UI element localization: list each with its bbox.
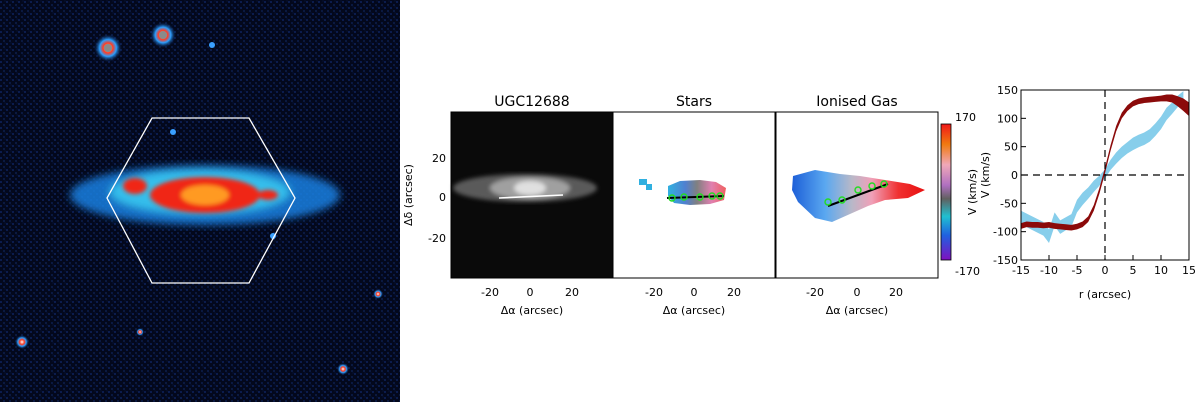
stars-velocity-panel: Stars -20 0 20 Δα (arcsec) bbox=[612, 94, 776, 317]
x-tick-label: 10 bbox=[1154, 264, 1168, 277]
image-panel-title: UGC12688 bbox=[494, 94, 569, 110]
x-tick-label: 0 bbox=[1102, 264, 1109, 277]
gas-panel-title: Ionised Gas bbox=[816, 94, 897, 110]
image-ytick-0: 0 bbox=[439, 191, 446, 204]
colorbar-label: V (km/s) bbox=[966, 169, 979, 215]
y-tick-label: 100 bbox=[997, 112, 1018, 125]
y-tick-label: 50 bbox=[1004, 141, 1018, 154]
slit-line bbox=[498, 194, 564, 199]
image-xtick-20: 20 bbox=[565, 286, 579, 299]
y-tick-label: -100 bbox=[993, 226, 1018, 239]
y-tick-label: 0 bbox=[1011, 169, 1018, 182]
x-tick-label: 5 bbox=[1130, 264, 1137, 277]
y-tick-label: -50 bbox=[1000, 197, 1018, 210]
gas-velocity-panel: Ionised Gas -20 0 20 Δα (arcsec) bbox=[775, 94, 939, 317]
stars-panel-xlabel: Δα (arcsec) bbox=[663, 304, 725, 317]
y-tick-label: 150 bbox=[997, 84, 1018, 97]
stars-velocity-map bbox=[668, 180, 726, 205]
x-tick-label: -15 bbox=[1012, 264, 1030, 277]
x-tick-label: 15 bbox=[1182, 264, 1196, 277]
stars-xtick-20: 20 bbox=[727, 286, 741, 299]
image-ytick-minus20: -20 bbox=[428, 232, 446, 245]
image-panel-xlabel: Δα (arcsec) bbox=[501, 304, 563, 317]
stars-xtick-minus20: -20 bbox=[645, 286, 663, 299]
gas-velocity-map bbox=[792, 170, 925, 222]
galaxy-core bbox=[123, 177, 278, 213]
gas-slit-line bbox=[827, 183, 889, 207]
image-xtick-minus20: -20 bbox=[481, 286, 499, 299]
series-band-light-blue bbox=[1021, 91, 1184, 243]
rotation-curve-xlabel: r (arcsec) bbox=[1079, 288, 1131, 301]
foreground-stars bbox=[15, 22, 383, 375]
gas-xtick-0: 0 bbox=[854, 286, 861, 299]
ifu-hexagon-footprint bbox=[106, 117, 296, 284]
image-xtick-0: 0 bbox=[527, 286, 534, 299]
stars-kinematic-markers bbox=[668, 192, 724, 202]
rotation-curve-ylabel: V (km/s) bbox=[979, 152, 992, 198]
gas-xtick-20: 20 bbox=[889, 286, 903, 299]
gas-panel-xlabel: Δα (arcsec) bbox=[826, 304, 888, 317]
stars-panel-title: Stars bbox=[676, 94, 712, 110]
sky-image-panel bbox=[0, 0, 400, 402]
image-panel-ylabel: Δδ (arcsec) bbox=[402, 164, 415, 226]
gas-kinematic-markers bbox=[824, 180, 888, 206]
velocity-colorbar: 170 -170 V (km/s) bbox=[940, 111, 980, 278]
x-tick-label: -5 bbox=[1072, 264, 1083, 277]
grayscale-image-panel: UGC12688 Δδ (arcsec) 20 0 -20 -20 0 20 Δ… bbox=[402, 94, 614, 317]
gas-xtick-minus20: -20 bbox=[806, 286, 824, 299]
x-tick-label: -10 bbox=[1040, 264, 1058, 277]
colorbar-max-label: 170 bbox=[955, 111, 976, 124]
stars-xtick-0: 0 bbox=[691, 286, 698, 299]
colorbar-min-label: -170 bbox=[955, 265, 980, 278]
y-tick-label: -150 bbox=[993, 254, 1018, 267]
image-ytick-20: 20 bbox=[432, 152, 446, 165]
